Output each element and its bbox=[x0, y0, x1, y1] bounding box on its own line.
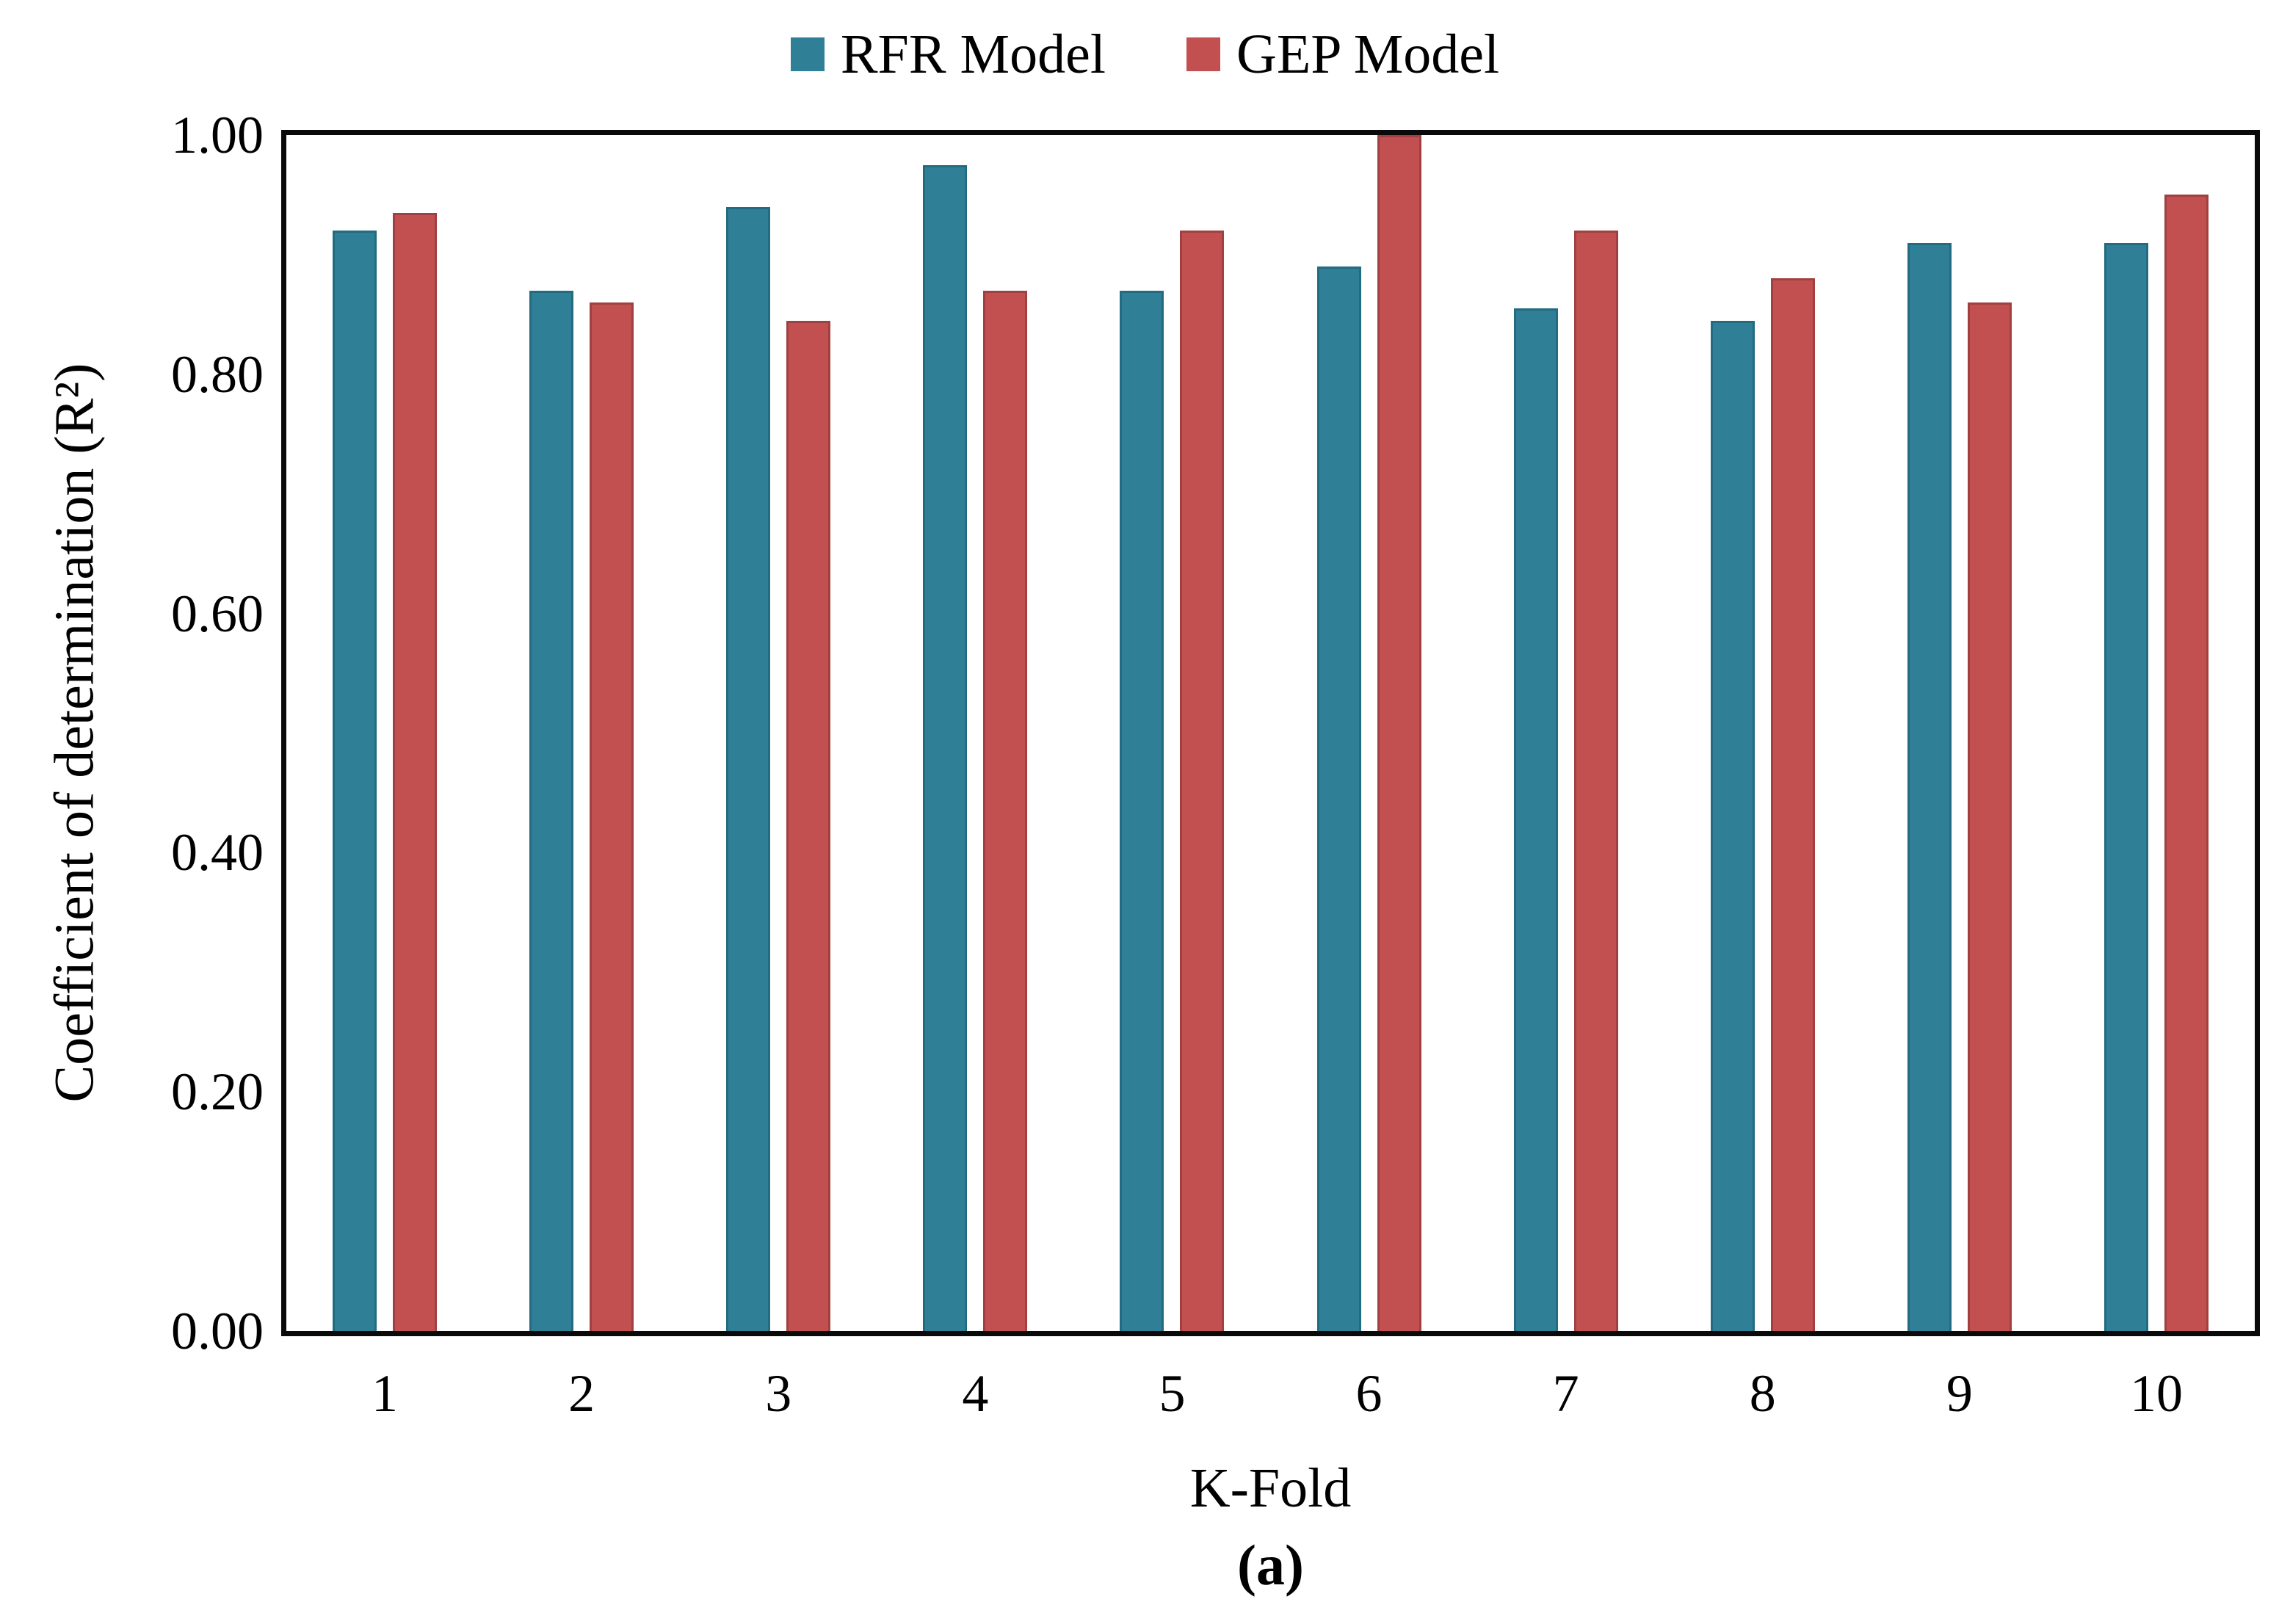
bar-gep-fold-1 bbox=[393, 212, 438, 1331]
bar-gep-fold-6 bbox=[1377, 135, 1421, 1331]
bar-rfr-fold-1 bbox=[333, 231, 377, 1331]
y-tick-label-0.80: 0.80 bbox=[171, 344, 264, 404]
y-tick-label-0.20: 0.20 bbox=[171, 1062, 264, 1122]
gep-color-swatch-icon bbox=[1186, 37, 1220, 71]
x-tick-label-6: 6 bbox=[1355, 1364, 1383, 1423]
x-tick-label-9: 9 bbox=[1946, 1364, 1973, 1423]
bar-gep-fold-2 bbox=[590, 302, 634, 1331]
bar-gep-fold-8 bbox=[1770, 278, 1815, 1331]
bar-rfr-fold-6 bbox=[1316, 267, 1361, 1331]
x-axis-title: K-Fold bbox=[1189, 1457, 1352, 1519]
x-tick-label-7: 7 bbox=[1552, 1364, 1579, 1423]
x-tick-label-2: 2 bbox=[568, 1364, 595, 1423]
bar-rfr-fold-4 bbox=[923, 164, 968, 1331]
bar-rfr-fold-8 bbox=[1710, 320, 1755, 1331]
bar-rfr-fold-5 bbox=[1120, 290, 1164, 1331]
x-tick-label-3: 3 bbox=[765, 1364, 792, 1423]
bar-rfr-fold-7 bbox=[1513, 308, 1558, 1331]
figure-caption: (a) bbox=[1237, 1533, 1304, 1597]
x-tick-label-8: 8 bbox=[1749, 1364, 1776, 1423]
x-tick-label-5: 5 bbox=[1159, 1364, 1186, 1423]
bar-gep-fold-10 bbox=[2164, 195, 2209, 1331]
chart-legend: RFR Model GEP Model bbox=[0, 13, 2290, 95]
y-axis-title: Coefficient of determination (R²) bbox=[43, 363, 106, 1103]
y-tick-label-0.40: 0.40 bbox=[171, 823, 264, 882]
legend-item-rfr: RFR Model bbox=[790, 23, 1106, 85]
x-tick-label-10: 10 bbox=[2129, 1364, 2183, 1423]
bar-gep-fold-4 bbox=[983, 290, 1028, 1331]
bar-gep-fold-9 bbox=[1967, 302, 2012, 1331]
bar-rfr-fold-2 bbox=[529, 290, 574, 1331]
x-tick-label-1: 1 bbox=[372, 1364, 399, 1423]
bar-rfr-fold-10 bbox=[2104, 242, 2148, 1331]
y-tick-label-1.00: 1.00 bbox=[171, 106, 264, 164]
legend-label-rfr: RFR Model bbox=[840, 23, 1106, 85]
bar-gep-fold-7 bbox=[1573, 231, 1618, 1331]
legend-item-gep: GEP Model bbox=[1186, 26, 1499, 82]
bar-gep-fold-3 bbox=[786, 320, 831, 1331]
plot-frame bbox=[281, 130, 2260, 1336]
bar-rfr-fold-3 bbox=[726, 206, 771, 1331]
legend-label-gep: GEP Model bbox=[1236, 23, 1500, 85]
x-tick-label-4: 4 bbox=[962, 1364, 989, 1423]
y-tick-label-0.60: 0.60 bbox=[171, 584, 264, 643]
rfr-color-swatch-icon bbox=[790, 37, 825, 71]
bar-gep-fold-5 bbox=[1180, 231, 1225, 1331]
bar-rfr-fold-9 bbox=[1907, 242, 1952, 1331]
y-tick-label-0.00: 0.00 bbox=[171, 1302, 264, 1360]
